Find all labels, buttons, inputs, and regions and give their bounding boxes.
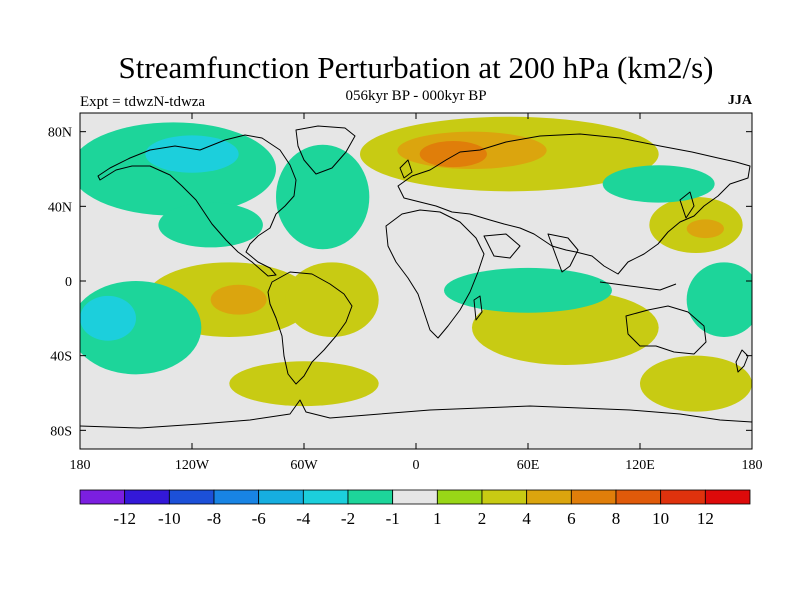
colorbar-label: -1 [386, 509, 400, 528]
field-region-nw-canada-negative [145, 135, 239, 173]
colorbar-swatch [79, 489, 126, 505]
field-region-south-pacific-deep-negative [80, 295, 136, 341]
colorbar: -12 -10 -8 -6 -4 -2 -1 1 2 4 6 8 10 12 [79, 489, 751, 528]
coastlines [80, 125, 752, 429]
field-region-n-america-negative [158, 202, 263, 248]
colorbar-label: -6 [252, 509, 266, 528]
colorbar-label: -2 [341, 509, 355, 528]
south-america-coast [267, 271, 353, 385]
lon-tick-label: 120E [625, 458, 655, 473]
colorbar-swatch [481, 489, 528, 505]
colorbar-label: 8 [612, 509, 621, 528]
india-coast [547, 233, 579, 273]
field-region-n-atlantic-negative [276, 144, 370, 250]
lat-tick-label: 0 [65, 275, 72, 290]
lat-tick-label: 80N [48, 126, 72, 141]
season-label: JJA [727, 93, 752, 108]
colorbar-swatch [258, 489, 304, 505]
colorbar-swatch [526, 489, 572, 505]
lon-tick-label: 120W [175, 458, 210, 473]
antarctica-coast [80, 399, 752, 429]
colorbar-swatch [302, 489, 349, 505]
field-region-scandinavia-maximum [419, 141, 487, 168]
field-region-south-pacific-high-lat-positive [640, 355, 752, 412]
british-isles-coast [399, 159, 413, 179]
colorbar-label: 10 [652, 509, 669, 528]
colorbar-swatch [347, 489, 394, 505]
field-region-west-pacific-north-core [686, 219, 724, 239]
lon-tick-label: 180 [70, 458, 91, 473]
colorbar-label: -12 [113, 509, 136, 528]
lon-tick-label: 60E [517, 458, 540, 473]
colorbar-swatch [615, 489, 662, 505]
chart-subtitle: 056kyr BP - 000kyr BP [345, 88, 487, 104]
lat-tick-label: 40S [50, 350, 72, 365]
colorbar-swatch [168, 489, 215, 505]
colorbar-label: 2 [478, 509, 487, 528]
australia-coast [625, 305, 707, 355]
streamfunction-field [80, 116, 752, 412]
chart-title: Streamfunction Perturbation at 200 hPa (… [118, 50, 714, 85]
lon-tick-label: 0 [413, 458, 420, 473]
colorbar-label: -8 [207, 509, 221, 528]
africa-coast [385, 209, 485, 339]
greenland-coast [295, 125, 356, 175]
experiment-label: Expt = tdwzN-tdwza [80, 94, 206, 110]
field-region-south-america-positive [285, 262, 379, 337]
indonesia-coast [599, 281, 677, 291]
colorbar-swatch [213, 489, 260, 505]
colorbar-label: 4 [522, 509, 531, 528]
lon-tick-label: 60W [290, 458, 318, 473]
madagascar-coast [473, 295, 483, 321]
north-america-coast [97, 134, 297, 277]
lon-tick-label: 180 [742, 458, 763, 473]
colorbar-swatch [124, 489, 170, 505]
colorbar-label: 6 [567, 509, 576, 528]
colorbar-swatch [570, 489, 617, 505]
eurasia-coast [397, 133, 751, 275]
arabia-coast [483, 233, 521, 259]
colorbar-swatch [660, 489, 706, 505]
field-region-nw-pacific-negative [602, 165, 715, 203]
field-region-australia-negative [686, 262, 752, 337]
colorbar-swatch [392, 489, 438, 505]
new-zealand-coast [735, 349, 749, 373]
lat-tick-label: 80S [50, 424, 72, 439]
field-region-indian-ocean-negative [444, 267, 612, 313]
colorbar-label: -10 [158, 509, 181, 528]
colorbar-swatch [704, 489, 751, 505]
field-region-tropical-pacific-core [210, 284, 267, 315]
colorbar-label: 1 [433, 509, 442, 528]
colorbar-label: 12 [697, 509, 714, 528]
japan-coast [679, 191, 695, 219]
lat-tick-label: 40N [48, 200, 72, 215]
colorbar-label: -4 [296, 509, 311, 528]
map-axes: 80N 40N 0 40S 80S 180 120W 60W 0 60E 120E 180 [48, 113, 763, 473]
field-region-southern-ocean-positive [229, 361, 379, 407]
colorbar-swatch [436, 489, 483, 505]
